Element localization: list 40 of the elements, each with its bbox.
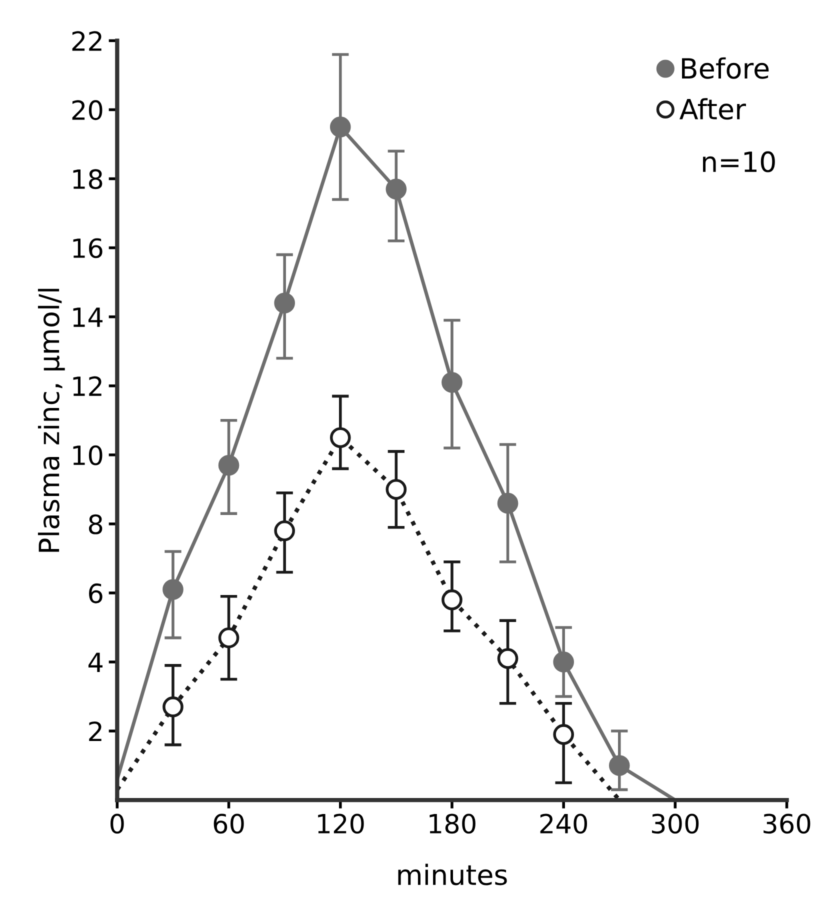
point — [497, 492, 518, 514]
y-axis-title: Plasma zinc, μmol/l — [38, 288, 65, 552]
x-tick-label: 240 — [540, 814, 588, 834]
point — [386, 178, 407, 200]
y-tick-label: 16 — [73, 238, 102, 258]
x-tick-label: 60 — [214, 814, 244, 834]
annotation: n=10 — [703, 151, 775, 172]
legend-label: Before — [682, 57, 769, 79]
point — [330, 427, 351, 448]
y-tick-label: 10 — [73, 445, 102, 466]
point — [497, 648, 518, 669]
point — [274, 520, 295, 542]
y-tick-label: 18 — [73, 169, 102, 190]
x-tick-label: 0 — [110, 814, 124, 834]
x-axis-title: minutes — [398, 864, 507, 886]
legend-label: After — [680, 98, 746, 120]
x-tick-label: 180 — [430, 814, 476, 834]
point — [274, 292, 295, 314]
point — [218, 627, 240, 648]
y-tick-label: 14 — [73, 308, 103, 327]
point — [386, 478, 407, 500]
y-tick-label: 20 — [72, 100, 102, 120]
y-tick-label: 6 — [89, 583, 102, 604]
point — [162, 696, 184, 718]
x-tick-label: 360 — [764, 814, 810, 834]
point — [330, 116, 351, 138]
point — [218, 454, 240, 476]
y-tick-label: 2 — [89, 721, 102, 742]
point — [162, 579, 184, 600]
point — [442, 589, 462, 610]
x-tick-label: 120 — [318, 814, 364, 834]
y-tick-label: 22 — [72, 31, 102, 51]
y-tick-label: 12 — [73, 376, 102, 396]
point — [608, 755, 630, 776]
x-tick-label: 300 — [652, 814, 699, 834]
point — [442, 372, 462, 393]
y-tick-label: 4 — [88, 652, 103, 672]
point — [553, 652, 574, 672]
y-tick-label: 8 — [88, 514, 102, 534]
point — [553, 724, 574, 745]
